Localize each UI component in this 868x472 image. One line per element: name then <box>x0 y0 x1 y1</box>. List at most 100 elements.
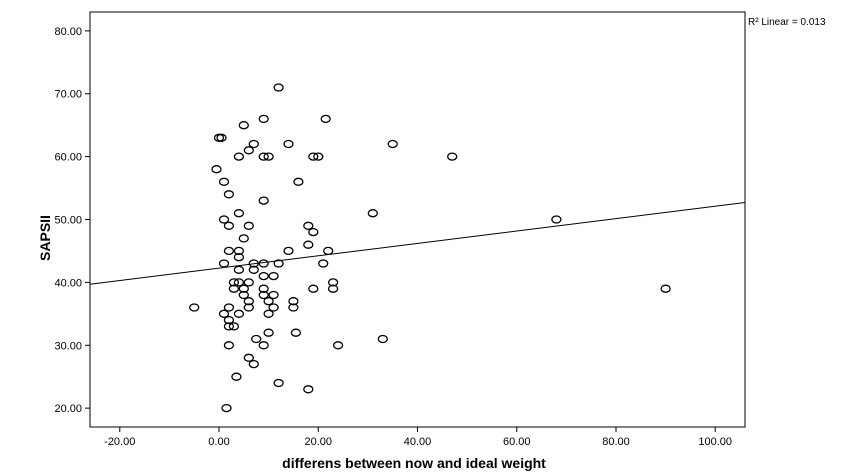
data-point-31 <box>223 246 235 256</box>
data-point-12 <box>258 152 269 161</box>
plot-area <box>89 11 746 428</box>
data-point-70 <box>228 322 240 331</box>
data-point-64 <box>288 303 299 312</box>
data-point-79 <box>243 353 254 362</box>
data-point-25 <box>223 221 235 230</box>
data-point-22 <box>367 209 378 218</box>
data-point-2 <box>216 133 227 142</box>
data-point-29 <box>238 234 249 243</box>
data-point-49 <box>228 284 240 293</box>
data-point-77 <box>332 341 344 350</box>
data-point-53 <box>327 284 339 293</box>
data-point-42 <box>248 265 259 274</box>
x-axis: -20.00 0.00 20.00 40.00 60.00 80.00 100.00 <box>104 427 732 448</box>
data-point-55 <box>238 290 249 300</box>
data-point-41 <box>233 265 245 274</box>
data-point-39 <box>273 259 284 268</box>
data-point-23 <box>551 215 562 224</box>
linear-fit-line <box>89 202 746 285</box>
x-tick-label: 60.00 <box>503 436 531 448</box>
data-point-67 <box>263 309 274 318</box>
y-tick-label: 40.00 <box>54 277 82 289</box>
data-point-59 <box>288 297 299 306</box>
data-point-21 <box>258 196 269 205</box>
data-point-58 <box>263 297 274 306</box>
data-point-47 <box>268 271 279 281</box>
data-point-43 <box>228 278 240 287</box>
data-point-66 <box>233 309 245 318</box>
data-point-71 <box>243 297 254 306</box>
data-point-75 <box>263 328 274 337</box>
data-point-52 <box>308 284 319 293</box>
y-tick-label: 20.00 <box>54 403 82 415</box>
data-point-10 <box>243 146 254 155</box>
data-point-60 <box>189 303 200 312</box>
data-point-82 <box>273 378 284 388</box>
y-tick-label: 30.00 <box>54 340 82 352</box>
data-points <box>189 83 671 413</box>
data-point-50 <box>238 284 249 293</box>
data-point-76 <box>290 328 302 337</box>
data-point-74 <box>223 341 235 350</box>
data-point-48 <box>327 278 339 287</box>
data-point-6 <box>211 165 222 174</box>
data-point-15 <box>308 152 319 161</box>
data-point-84 <box>221 403 232 413</box>
data-point-24 <box>218 215 230 224</box>
data-point-28 <box>308 227 319 237</box>
data-point-26 <box>243 221 254 230</box>
data-point-3 <box>238 121 249 130</box>
data-point-0 <box>273 83 284 92</box>
data-point-51 <box>258 284 269 293</box>
data-point-73 <box>258 341 269 350</box>
x-tick-label: 40.00 <box>404 436 432 448</box>
data-point-46 <box>258 271 269 281</box>
data-point-65 <box>218 309 230 318</box>
data-point-18 <box>447 152 458 161</box>
data-point-14 <box>283 139 294 149</box>
y-tick-label: 80.00 <box>54 26 82 38</box>
data-point-17 <box>387 139 398 149</box>
y-axis-title: SAPSII <box>37 215 53 261</box>
data-point-56 <box>258 290 269 300</box>
x-tick-label: 0.00 <box>208 436 229 448</box>
data-point-61 <box>223 303 235 312</box>
data-point-5 <box>320 114 331 124</box>
data-point-11 <box>248 139 259 149</box>
data-point-9 <box>233 152 245 161</box>
data-point-8 <box>223 190 235 199</box>
x-tick-label: -20.00 <box>104 436 135 448</box>
data-point-69 <box>223 322 235 331</box>
x-tick-label: 20.00 <box>304 436 332 448</box>
data-point-35 <box>218 259 230 268</box>
data-point-63 <box>268 303 279 312</box>
data-point-40 <box>318 259 329 268</box>
data-point-54 <box>660 284 671 293</box>
data-point-44 <box>233 278 245 287</box>
y-tick-label: 70.00 <box>54 89 82 101</box>
x-axis-title: differens between now and ideal weight <box>282 455 546 471</box>
data-point-72 <box>251 334 262 344</box>
data-point-30 <box>303 240 314 249</box>
data-point-13 <box>263 152 274 161</box>
data-point-45 <box>243 278 254 287</box>
data-point-19 <box>293 177 304 186</box>
y-tick-label: 50.00 <box>54 215 82 227</box>
data-point-62 <box>243 303 254 312</box>
data-point-27 <box>303 221 314 230</box>
data-point-7 <box>218 177 230 186</box>
data-point-33 <box>283 246 294 256</box>
data-point-81 <box>231 372 242 381</box>
data-point-57 <box>268 290 279 300</box>
data-point-36 <box>233 253 245 262</box>
data-point-20 <box>233 209 245 218</box>
data-point-32 <box>233 246 245 256</box>
y-tick-label: 60.00 <box>54 152 82 164</box>
data-point-83 <box>303 385 314 394</box>
data-point-4 <box>258 114 269 124</box>
x-tick-label: 100.00 <box>698 436 732 448</box>
fit-label: R² Linear = 0.013 <box>748 17 826 28</box>
data-point-78 <box>377 334 388 344</box>
data-point-16 <box>313 152 324 161</box>
